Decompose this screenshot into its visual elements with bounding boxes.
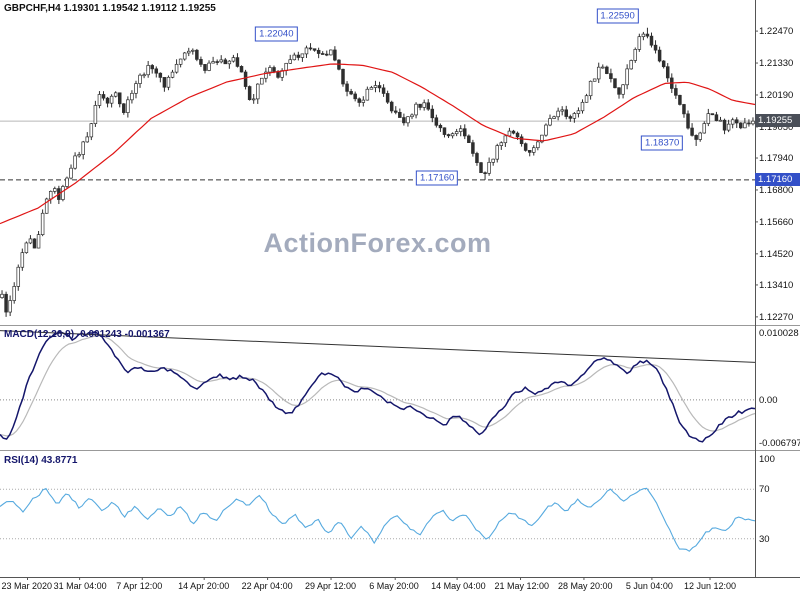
rsi-indicator-label: RSI(14) 43.8771 bbox=[4, 455, 78, 466]
macd-indicator-label: MACD(12,26,9) -0.001243 -0.001367 bbox=[4, 329, 170, 340]
watermark: ActionForex.com bbox=[263, 228, 492, 258]
chart-title: GBPCHF,H4 1.19301 1.19542 1.19112 1.1925… bbox=[4, 3, 216, 14]
